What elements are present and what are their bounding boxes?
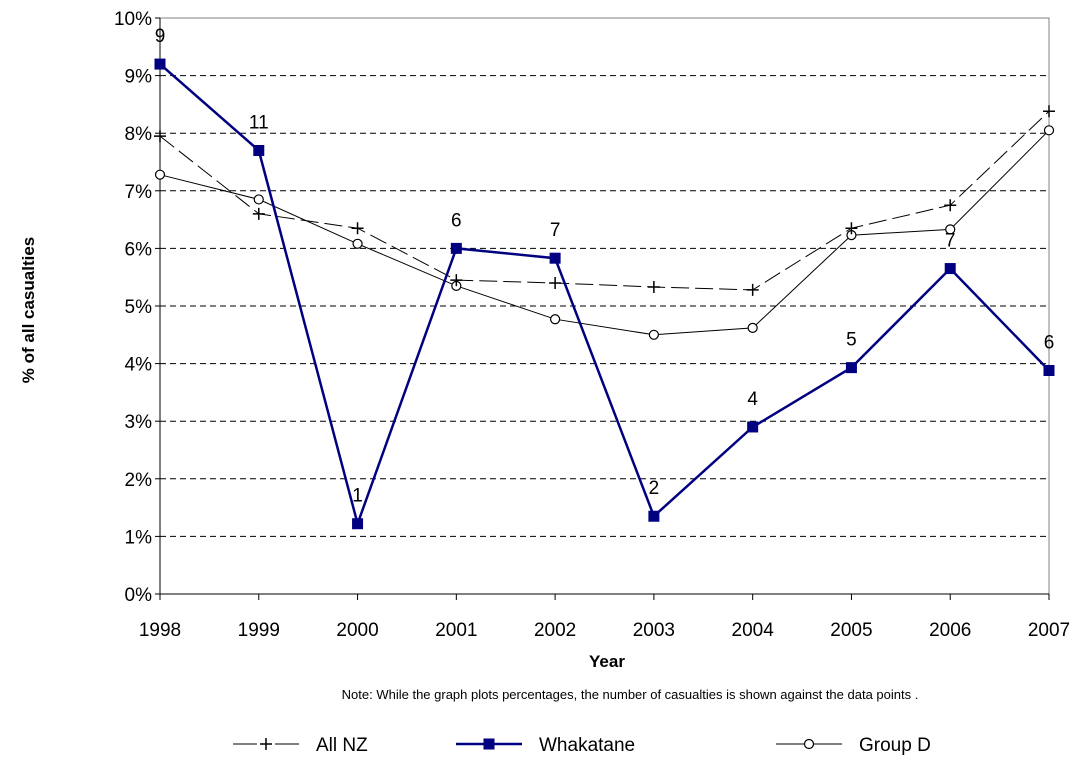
- whakatane-point: [253, 144, 265, 156]
- y-tick-label: 10%: [114, 9, 152, 30]
- all-nz-point-stroke: [549, 276, 562, 289]
- group-d-point: [1043, 125, 1055, 136]
- x-tick-label: 1998: [139, 620, 181, 641]
- data-label: 7: [550, 220, 561, 241]
- data-label: 5: [846, 330, 857, 351]
- all-nz-point: [845, 222, 858, 235]
- legend-label: Group D: [859, 735, 931, 756]
- legend-marker-all-nz: [260, 738, 272, 750]
- all-nz-point: [1043, 105, 1055, 118]
- whakatane-point: [845, 362, 857, 374]
- y-tick-label: 3%: [125, 412, 153, 433]
- data-label: 11: [249, 112, 269, 133]
- series-line-whakatane: [159, 63, 1050, 528]
- whakatane-point: [352, 518, 364, 530]
- y-tick-label: 6%: [125, 239, 153, 260]
- series-line-group-d: [159, 129, 1050, 336]
- x-tick-label: 2004: [732, 620, 775, 641]
- all-nz-point-stroke: [351, 222, 364, 235]
- legend-marker-group-d: [803, 738, 815, 750]
- data-label: 2: [649, 478, 660, 499]
- y-tick-label: 0%: [125, 585, 153, 606]
- all-nz-point: [944, 199, 957, 212]
- group-d-point: [253, 194, 264, 205]
- whakatane-point: [747, 421, 759, 433]
- data-label: 9: [155, 26, 166, 47]
- data-label: 7: [945, 231, 956, 252]
- whakatane-point: [648, 510, 660, 522]
- data-label: 6: [1044, 333, 1055, 354]
- y-tick-label: 8%: [125, 124, 153, 145]
- y-axis-title: % of all casualties: [19, 237, 38, 383]
- all-nz-point-stroke: [154, 130, 166, 143]
- data-label: 6: [451, 210, 462, 231]
- legend-item-whakatane: Whakatane: [456, 735, 635, 756]
- series-line-all-nz: [159, 110, 1050, 291]
- group-d-point: [550, 314, 561, 325]
- group-d-point: [352, 238, 363, 249]
- legend-marker-whakatane: [483, 738, 495, 750]
- legend-label: Whakatane: [539, 735, 635, 756]
- series-group-d: [154, 125, 1055, 340]
- group-d-point: [154, 169, 166, 180]
- group-d-point: [747, 322, 758, 333]
- all-nz-point-stroke: [1043, 105, 1055, 118]
- whakatane-point: [154, 58, 166, 70]
- all-nz-point: [746, 283, 759, 296]
- legend-item-all-nz: All NZ: [233, 735, 368, 756]
- x-tick-label: 2001: [435, 620, 477, 641]
- y-tick-label: 9%: [125, 67, 153, 88]
- x-tick-label: 2006: [929, 620, 971, 641]
- y-tick-label: 7%: [125, 182, 153, 203]
- chart-note: Note: While the graph plots percentages,…: [342, 687, 919, 702]
- all-nz-point: [450, 274, 463, 287]
- all-nz-point: [351, 222, 364, 235]
- data-label: 1: [352, 486, 363, 507]
- whakatane-point: [549, 252, 561, 264]
- y-tick-label: 1%: [125, 527, 153, 548]
- x-tick-label: 2007: [1028, 620, 1070, 641]
- all-nz-point-stroke: [252, 207, 265, 220]
- legend-marker-all-nz-stroke: [260, 738, 272, 750]
- x-axis-title: Year: [589, 652, 625, 671]
- all-nz-point-stroke: [746, 283, 759, 296]
- axes: 0% 1% 2% 3% 4% 5% 6% 7% 8% 9% 10% 1998 1999 2000 2001 2…: [114, 9, 1070, 641]
- x-tick-label: 2005: [830, 620, 872, 641]
- all-nz-point: [154, 130, 166, 143]
- x-tick-label: 2002: [534, 620, 576, 641]
- all-nz-point: [252, 207, 265, 220]
- all-nz-point-stroke: [845, 222, 858, 235]
- y-tick-label: 2%: [125, 470, 153, 491]
- y-tick-label: 4%: [125, 355, 153, 376]
- all-nz-point-stroke: [647, 280, 660, 293]
- all-nz-point-stroke: [944, 199, 957, 212]
- whakatane-point: [1043, 365, 1055, 377]
- y-tick-label: 5%: [125, 297, 153, 318]
- x-tick-label: 1999: [238, 620, 280, 641]
- series-layer: [154, 58, 1055, 530]
- legend-item-group-d: Group D: [776, 735, 931, 756]
- data-label: 4: [747, 389, 758, 410]
- whakatane-point: [944, 263, 956, 275]
- legend-label: All NZ: [316, 735, 368, 756]
- x-tick-label: 2003: [633, 620, 675, 641]
- group-d-point: [945, 224, 956, 235]
- whakatane-point: [450, 242, 462, 254]
- all-nz-point: [647, 280, 660, 293]
- legend: All NZ Whakatane Group D: [233, 735, 931, 756]
- x-tick-label: 2000: [336, 620, 378, 641]
- series-whakatane: [154, 58, 1055, 530]
- series-all-nz: [154, 105, 1055, 296]
- all-nz-point: [549, 276, 562, 289]
- all-nz-point-stroke: [450, 274, 463, 287]
- group-d-point: [648, 329, 659, 340]
